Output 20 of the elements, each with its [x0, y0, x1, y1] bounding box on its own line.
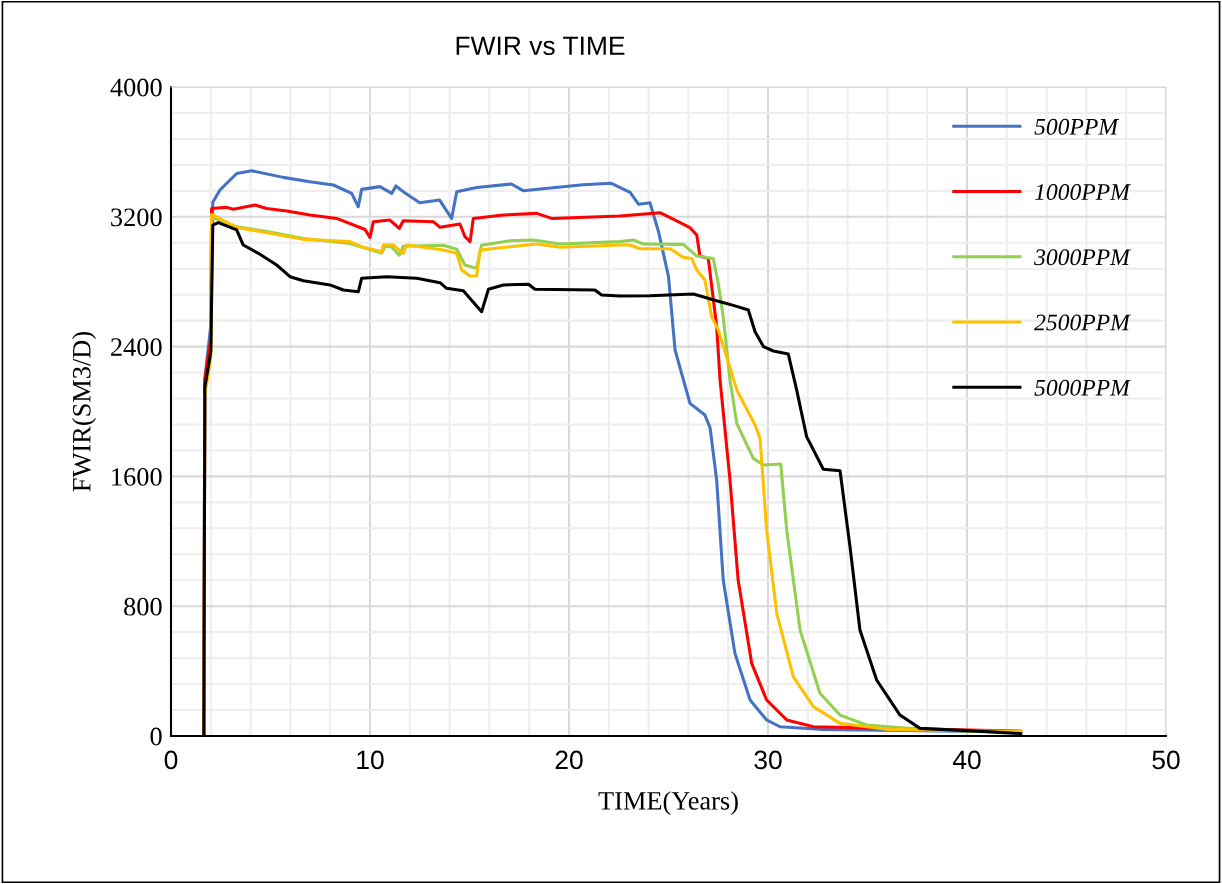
- x-tick-label: 40: [952, 750, 981, 770]
- chart-title: FWIR vs TIME: [456, 36, 625, 56]
- x-tick-label: 0: [164, 750, 178, 770]
- legend-label: 5000PPM: [1034, 379, 1131, 396]
- x-tick-label: 20: [555, 750, 583, 770]
- y-tick-label: 2400: [111, 338, 162, 357]
- x-axis-title: TIME(Years): [598, 791, 738, 816]
- y-tick-label: 4000: [110, 78, 162, 97]
- y-tick-label: 800: [124, 597, 162, 616]
- legend-label: 500PPM: [1034, 118, 1120, 135]
- x-tick-label: 30: [754, 750, 782, 770]
- x-tick-label: 10: [357, 750, 384, 770]
- legend-label: 3000PPM: [1034, 249, 1131, 266]
- x-tick-label: 50: [1152, 750, 1180, 770]
- y-tick-label: 0: [150, 727, 162, 746]
- legend-label: 1000PPM: [1034, 184, 1131, 200]
- y-tick-label: 1600: [112, 468, 162, 486]
- legend-label: 2500PPM: [1034, 314, 1131, 331]
- y-tick-label: 3200: [111, 208, 162, 227]
- y-axis-title: FWIR(SM3/D): [72, 332, 96, 492]
